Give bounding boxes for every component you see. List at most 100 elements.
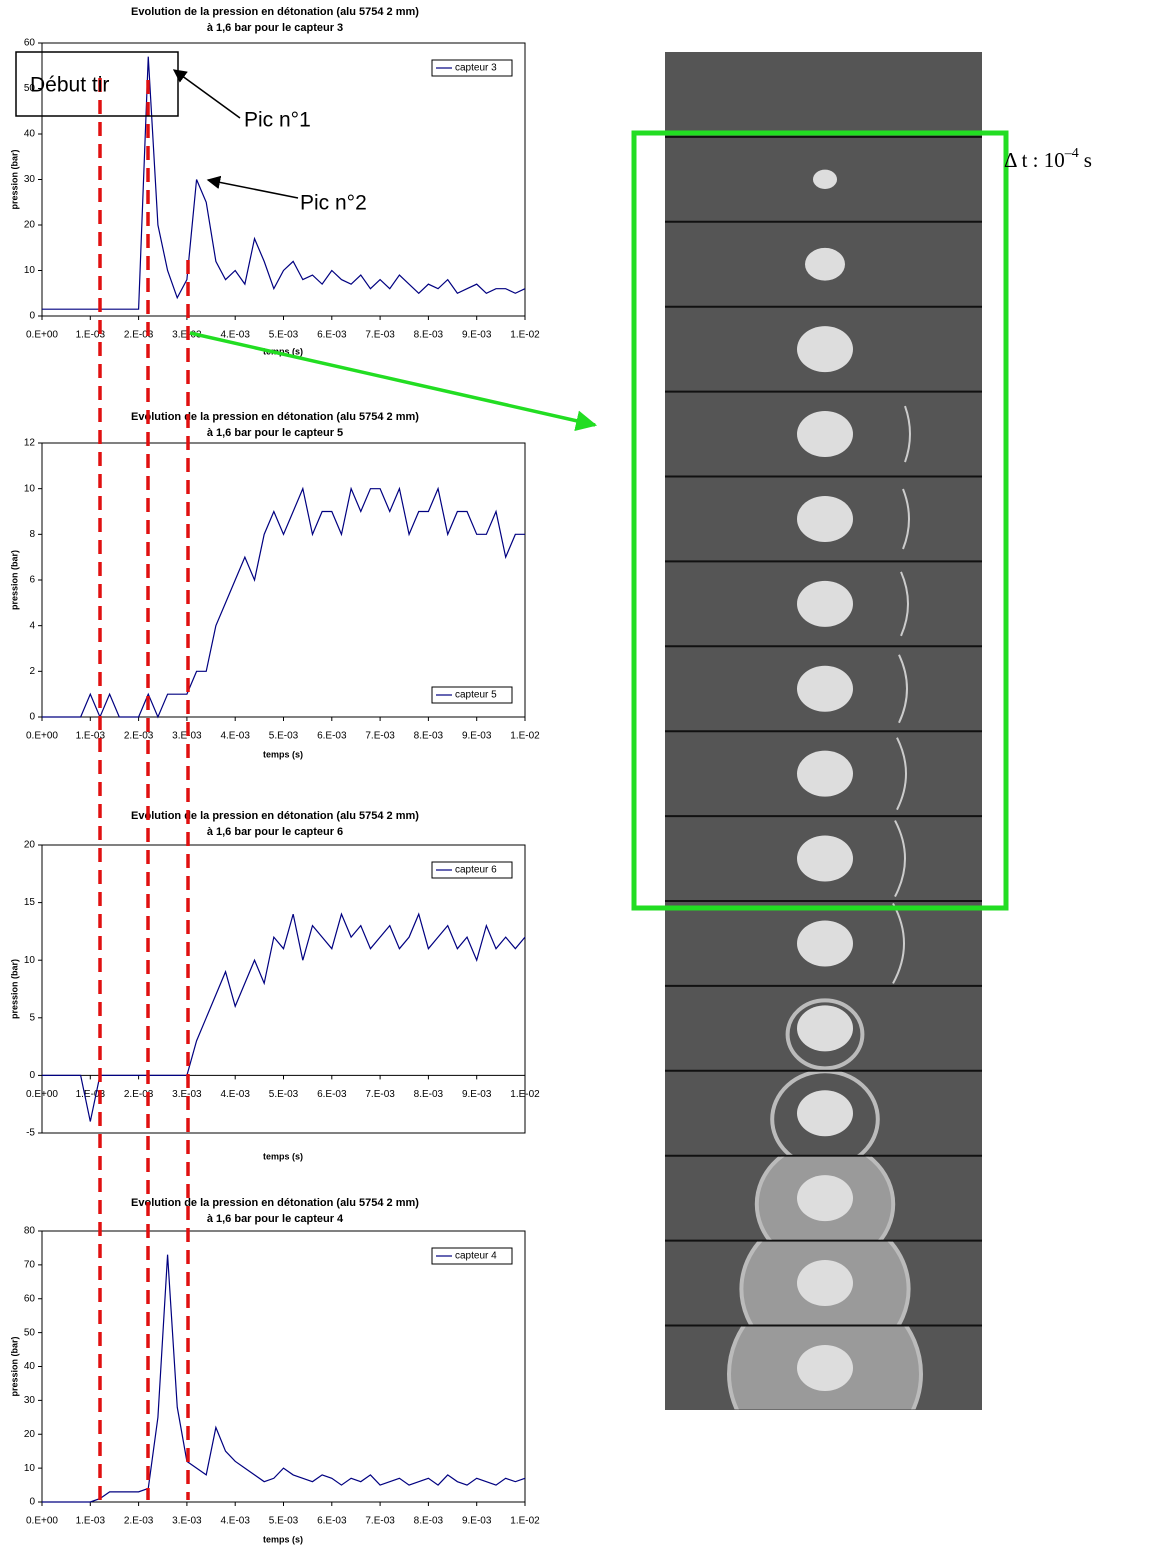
x-tick-label: 2.E-03 (124, 731, 154, 742)
blob (797, 1090, 853, 1137)
y-tick-label: 80 (24, 1226, 36, 1237)
overlays: Début tir Pic n°1 Pic n°2 Δ t : 10–4 s (15, 51, 1092, 1500)
blob (797, 665, 853, 712)
chart-subtitle: à 1,6 bar pour le capteur 6 (207, 826, 343, 838)
chart-title: Evolution de la pression en détonation (… (131, 6, 419, 18)
y-tick-label: 2 (29, 666, 35, 677)
x-tick-label: 0.E+00 (26, 330, 58, 341)
x-tick-label: 7.E-03 (365, 1516, 395, 1527)
arrow (172, 69, 241, 119)
shock-front (902, 488, 910, 550)
y-tick-label: -5 (26, 1128, 35, 1139)
x-tick-label: 8.E-03 (414, 330, 444, 341)
peak-label: Pic n°1 (244, 109, 311, 132)
charts: Evolution de la pression en détonation (… (9, 6, 540, 1544)
x-tick-label: 5.E-03 (269, 330, 299, 341)
blob (797, 920, 853, 967)
x-tick-label: 0.E+00 (26, 1516, 58, 1527)
timestep-label: Δ t : 10–4 s (1004, 146, 1092, 172)
x-tick-label: 1.E-02 (510, 330, 540, 341)
blob (797, 835, 853, 882)
x-tick-label: 7.E-03 (365, 731, 395, 742)
y-tick-label: 8 (29, 529, 35, 540)
chart-title: Evolution de la pression en détonation (… (131, 810, 419, 822)
legend-box (431, 861, 513, 879)
x-tick-label: 6.E-03 (317, 1089, 347, 1100)
y-tick-label: 20 (24, 220, 36, 231)
y-tick-label: 30 (24, 174, 36, 185)
y-tick-label: 40 (24, 1361, 36, 1372)
blob (797, 580, 853, 627)
legend-box (431, 686, 513, 704)
legend-label: capteur 5 (455, 690, 497, 701)
y-tick-label: 4 (29, 620, 35, 631)
data-line (42, 56, 526, 310)
y-tick-label: 10 (24, 483, 36, 494)
y-tick-label: 40 (24, 129, 36, 140)
x-tick-label: 0.E+00 (26, 1089, 58, 1100)
blob (797, 1344, 853, 1391)
chart: Evolution de la pression en détonation (… (9, 1197, 540, 1544)
y-tick-label: 0 (29, 712, 35, 723)
x-tick-label: 1.E-03 (76, 731, 106, 742)
x-tick-label: 6.E-03 (317, 731, 347, 742)
arrow (206, 175, 299, 199)
x-tick-label: 2.E-03 (124, 1089, 154, 1100)
x-axis-label: temps (s) (263, 749, 303, 759)
x-tick-label: 4.E-03 (220, 731, 250, 742)
green-box (631, 130, 1009, 911)
chart: Evolution de la pression en détonation (… (9, 6, 540, 356)
data-line (42, 1254, 526, 1503)
x-tick-label: 9.E-03 (462, 1089, 492, 1100)
frame-strip (665, 52, 982, 1410)
chart: Evolution de la pression en détonation (… (9, 810, 540, 1161)
start-label: Début tir (30, 74, 109, 97)
y-axis-label: pression (bar) (9, 1336, 19, 1396)
y-tick-label: 0 (29, 1070, 35, 1081)
y-tick-label: 50 (24, 83, 36, 94)
shock-front (900, 571, 909, 637)
data-line (42, 486, 525, 719)
legend-label: capteur 6 (455, 865, 497, 876)
x-tick-label: 8.E-03 (414, 1516, 444, 1527)
shock-front (894, 820, 906, 898)
x-tick-label: 5.E-03 (269, 1516, 299, 1527)
chart-title: Evolution de la pression en détonation (… (131, 1197, 419, 1209)
x-tick-label: 1.E-02 (510, 1516, 540, 1527)
x-tick-label: 4.E-03 (220, 330, 250, 341)
shock-front (896, 737, 907, 811)
chart-subtitle: à 1,6 bar pour le capteur 3 (207, 22, 343, 34)
legend-label: capteur 3 (455, 63, 497, 74)
chart: Evolution de la pression en détonation (… (9, 411, 540, 759)
blob (797, 1005, 853, 1052)
x-tick-label: 3.E-03 (172, 1089, 202, 1100)
blob (797, 495, 853, 542)
x-tick-label: 3.E-03 (172, 1516, 202, 1527)
blob (805, 247, 845, 281)
plot-area (41, 1230, 526, 1503)
shock-ring (770, 1071, 880, 1155)
x-tick-label: 1.E-02 (510, 731, 540, 742)
x-axis-label: temps (s) (263, 1151, 303, 1161)
shock-front (904, 405, 911, 463)
x-tick-label: 8.E-03 (414, 731, 444, 742)
y-axis-label: pression (bar) (9, 550, 19, 610)
blob (797, 1260, 853, 1307)
y-tick-label: 70 (24, 1260, 36, 1271)
y-tick-label: 20 (24, 1429, 36, 1440)
chart-title: Evolution de la pression en détonation (… (131, 411, 419, 423)
y-tick-label: 0 (29, 1497, 35, 1508)
plot-area (41, 844, 526, 1134)
x-tick-label: 9.E-03 (462, 1516, 492, 1527)
y-tick-label: 10 (24, 955, 36, 966)
start-box (15, 51, 179, 117)
x-tick-label: 5.E-03 (269, 731, 299, 742)
x-tick-label: 1.E-02 (510, 1089, 540, 1100)
timestep-text: Δ t : 10 (1004, 148, 1065, 172)
shock-front (892, 902, 905, 984)
x-axis-label: temps (s) (263, 346, 303, 356)
y-tick-label: 30 (24, 1395, 36, 1406)
x-tick-label: 9.E-03 (462, 330, 492, 341)
blob (797, 411, 853, 458)
plot-area (41, 42, 526, 317)
